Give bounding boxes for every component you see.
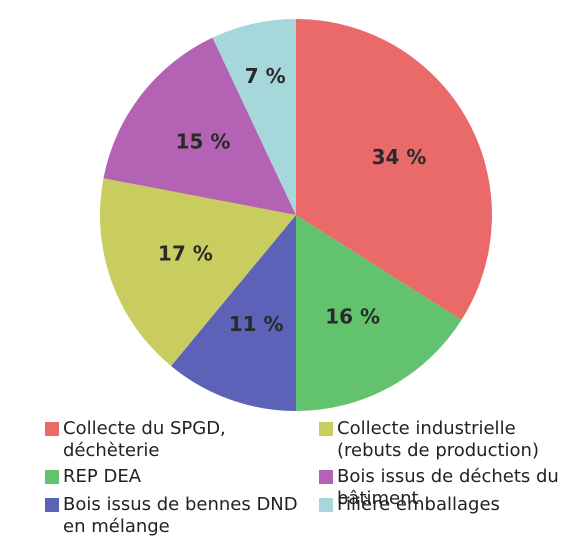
pie-slice bbox=[296, 215, 462, 411]
legend-label: REP DEA bbox=[63, 466, 142, 487]
legend-item: Bois issus de déchets du bâtiment bbox=[319, 466, 569, 509]
legend-swatch bbox=[319, 470, 333, 484]
pie-slice bbox=[296, 19, 492, 321]
legend-swatch bbox=[45, 470, 59, 484]
legend-swatch bbox=[45, 422, 59, 436]
legend-swatch bbox=[319, 498, 333, 512]
pie-slice bbox=[212, 19, 296, 215]
legend-label: Collecte du SPGD, déchèterie bbox=[63, 418, 226, 461]
slice-label: 11 % bbox=[229, 312, 284, 336]
legend-label: Bois issus de bennes DND en mélange bbox=[63, 494, 298, 537]
legend-item: Collecte du SPGD, déchèterie bbox=[45, 418, 307, 466]
slice-label: 17 % bbox=[158, 241, 213, 265]
legend-swatch bbox=[45, 498, 59, 512]
legend-item: Filière emballages bbox=[319, 494, 569, 542]
legend: Collecte du SPGD, déchèterie REP DEA Bois … bbox=[45, 418, 565, 542]
pie-slice bbox=[100, 178, 296, 367]
legend-label: Bois issus de déchets du bâtiment bbox=[337, 466, 559, 509]
legend-label: Collecte industrielle (rebuts de product… bbox=[337, 418, 539, 461]
legend-label: Filière emballages bbox=[337, 494, 500, 515]
pie-slice bbox=[103, 37, 296, 215]
pie-slice bbox=[171, 215, 296, 411]
slice-label: 16 % bbox=[325, 305, 380, 329]
legend-item: REP DEA bbox=[45, 466, 307, 494]
legend-item: Collecte industrielle (rebuts de product… bbox=[319, 418, 569, 466]
slice-label: 34 % bbox=[372, 145, 427, 169]
legend-item: Bois issus de bennes DND en mélange bbox=[45, 494, 307, 542]
legend-swatch bbox=[319, 422, 333, 436]
slice-label: 7 % bbox=[245, 64, 286, 88]
slice-label: 15 % bbox=[176, 129, 231, 153]
